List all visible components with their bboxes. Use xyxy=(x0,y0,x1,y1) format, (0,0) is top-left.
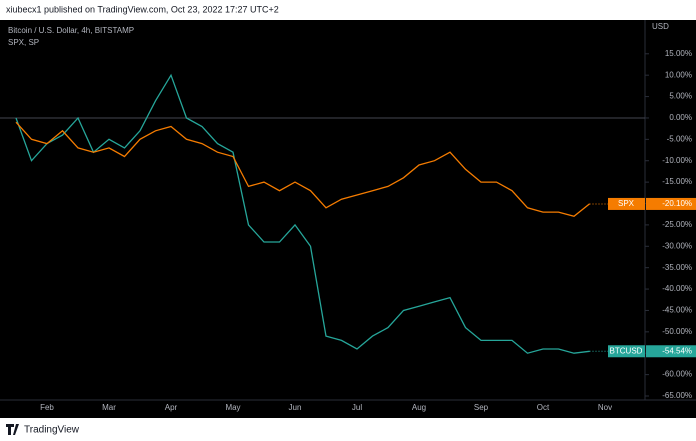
last-value-label: -20.10% xyxy=(662,199,692,208)
y-tick-label: -40.00% xyxy=(662,284,692,293)
x-tick-label: May xyxy=(225,403,240,412)
y-tick-label: -65.00% xyxy=(662,391,692,400)
y-tick-label: 10.00% xyxy=(665,70,692,79)
y-tick-label: -15.00% xyxy=(662,177,692,186)
plot-bg xyxy=(0,20,696,418)
y-tick-label: -60.00% xyxy=(662,370,692,379)
symbol-box xyxy=(608,345,645,358)
symbol-label: SPX xyxy=(618,199,635,208)
x-tick-label: Aug xyxy=(412,403,426,412)
legend-entry: SPX, SP xyxy=(8,38,39,47)
y-tick-label: -45.00% xyxy=(662,306,692,315)
x-tick-label: Jun xyxy=(289,403,302,412)
x-tick-label: Sep xyxy=(474,403,489,412)
last-value-box xyxy=(646,197,696,210)
footer: TradingView xyxy=(24,425,80,436)
x-tick-label: Nov xyxy=(598,403,612,412)
y-tick-label: -10.00% xyxy=(662,156,692,165)
legend-entry: Bitcoin / U.S. Dollar, 4h, BITSTAMP xyxy=(8,26,134,35)
symbol-box xyxy=(608,197,645,210)
y-tick-label: 0.00% xyxy=(669,113,692,122)
y-tick-label: 5.00% xyxy=(669,92,692,101)
y-tick-label: -50.00% xyxy=(662,327,692,336)
y-tick-label: 15.00% xyxy=(665,49,692,58)
y-tick-label: -25.00% xyxy=(662,220,692,229)
series-line xyxy=(15,73,590,354)
footer-bg xyxy=(0,418,696,441)
y-tick-label: -35.00% xyxy=(662,263,692,272)
last-value-label: -54.54% xyxy=(662,346,692,355)
header: xiubecx1 published on TradingView.com, O… xyxy=(6,4,279,14)
x-tick-label: Apr xyxy=(165,403,178,412)
logo xyxy=(6,424,19,435)
x-tick-label: Mar xyxy=(102,403,116,412)
y-tick-label: -5.00% xyxy=(667,134,692,143)
x-tick-label: Jul xyxy=(352,403,362,412)
header-bg xyxy=(0,0,696,20)
x-tick-label: Oct xyxy=(537,403,550,412)
last-value-box xyxy=(646,345,696,358)
x-tick-label: Feb xyxy=(40,403,54,412)
axis-unit: USD xyxy=(652,22,669,31)
series-line xyxy=(15,121,590,218)
y-tick-label: -30.00% xyxy=(662,241,692,250)
symbol-label: BTCUSD xyxy=(610,346,643,355)
